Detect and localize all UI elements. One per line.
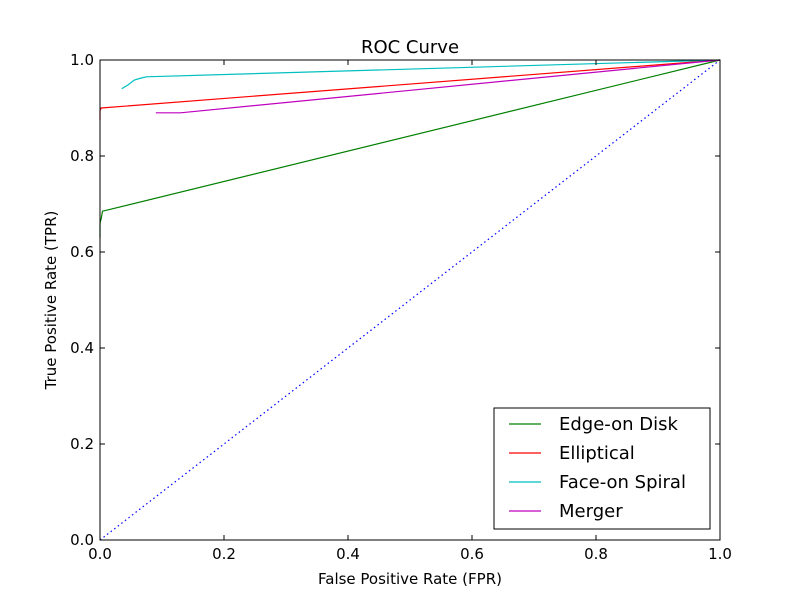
y-tick-label: 0.2 [70,435,94,453]
plot-frame [99,59,721,541]
legend-label: Face-on Spiral [559,472,686,493]
x-tick-label: 0.6 [460,545,484,563]
y-tick-label: 0.8 [70,147,94,165]
x-tick-label: 0.0 [88,545,112,563]
x-axis-title: False Positive Rate (FPR) [318,570,502,588]
x-tick-label: 0.2 [212,545,236,563]
chart-title: ROC Curve [361,37,459,58]
reference-diagonal-line [99,59,721,541]
x-tick-label: 1.0 [708,545,732,563]
x-tick-label: 0.8 [584,545,608,563]
y-tick-label: 1.0 [70,51,94,69]
legend-label: Merger [559,501,623,522]
series-line-face-on-spiral [121,59,721,90]
legend-label: Edge-on Disk [559,414,679,435]
y-tick-label: 0.6 [70,243,94,261]
legend: Edge-on Disk Elliptical Face-on Spiral Merg… [493,407,711,530]
plot-area: 0.0 0.2 0.4 0.6 0.8 1.0 0.0 0.2 0.4 0.6 0.8 1.0 [70,51,732,563]
x-tick-label: 0.4 [336,545,360,563]
legend-box [493,407,711,530]
series-line-edge-on-disk [99,59,721,238]
y-tick-label: 0.0 [70,531,94,549]
series-line-merger [155,59,721,114]
legend-label: Elliptical [559,443,635,464]
y-axis-title: True Positive Rate (TPR) [42,211,60,391]
tick-layer: 0.0 0.2 0.4 0.6 0.8 1.0 0.0 0.2 0.4 0.6 0.8 1.0 [70,51,732,563]
y-tick-label: 0.4 [70,339,94,357]
